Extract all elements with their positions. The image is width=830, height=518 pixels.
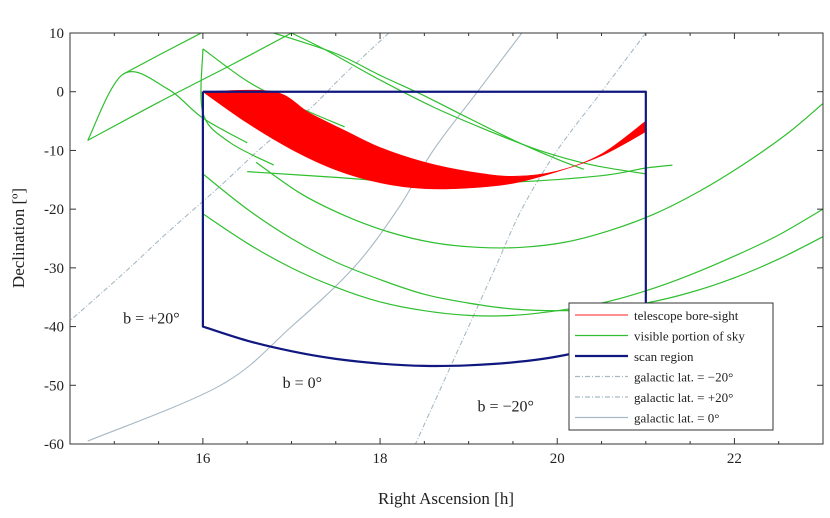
legend-label-1: visible portion of sky <box>634 329 745 344</box>
y-tick-label: -60 <box>44 437 64 453</box>
visible-sky-curve-3 <box>200 48 275 166</box>
y-tick-label: 10 <box>49 26 64 42</box>
legend-box <box>568 302 774 431</box>
visible-sky-curve-9 <box>202 208 823 317</box>
y-tick-label: -10 <box>44 143 64 159</box>
y-tick-label: 0 <box>57 85 65 101</box>
legend-label-0: telescope bore-sight <box>634 308 739 323</box>
visible-sky-curve-0 <box>87 33 292 141</box>
annotation-label-0: b = +20° <box>123 311 179 328</box>
x-tick-label: 22 <box>727 451 742 467</box>
visible-sky-curve-7 <box>255 103 823 249</box>
boresight-band <box>201 89 647 190</box>
galactic-line-0 <box>414 33 647 444</box>
galactic-line-1 <box>70 33 390 322</box>
legend-label-4: galactic lat. = +20° <box>634 390 733 405</box>
legend-label-5: galactic lat. = 0° <box>634 411 719 426</box>
legend-label-3: galactic lat. = −20° <box>634 370 733 385</box>
y-tick-label: -50 <box>44 378 64 394</box>
annotation-label-1: b = 0° <box>283 375 322 392</box>
visible-sky-curve-2 <box>122 33 203 75</box>
visible-sky-curve-5 <box>273 33 585 170</box>
y-axis-label: Declination [º] <box>9 188 28 288</box>
visible-sky-curve-1 <box>87 71 248 144</box>
x-axis-label: Right Ascension [h] <box>378 489 514 508</box>
plot-frame <box>69 32 824 445</box>
galactic-line-2 <box>87 33 523 442</box>
x-tick-label: 20 <box>550 451 565 467</box>
legend-label-2: scan region <box>634 349 694 364</box>
annotation-label-2: b = −20° <box>478 399 534 416</box>
x-tick-label: 16 <box>195 451 211 467</box>
y-tick-label: -20 <box>44 202 64 218</box>
y-tick-label: -30 <box>44 261 64 277</box>
y-tick-label: -40 <box>44 320 64 336</box>
legend: telescope bore-sight visible portion of s… <box>568 302 774 431</box>
x-tick-label: 18 <box>373 451 388 467</box>
visible-sky-curve-6 <box>291 33 646 175</box>
visible-sky-curve-8 <box>202 173 823 312</box>
